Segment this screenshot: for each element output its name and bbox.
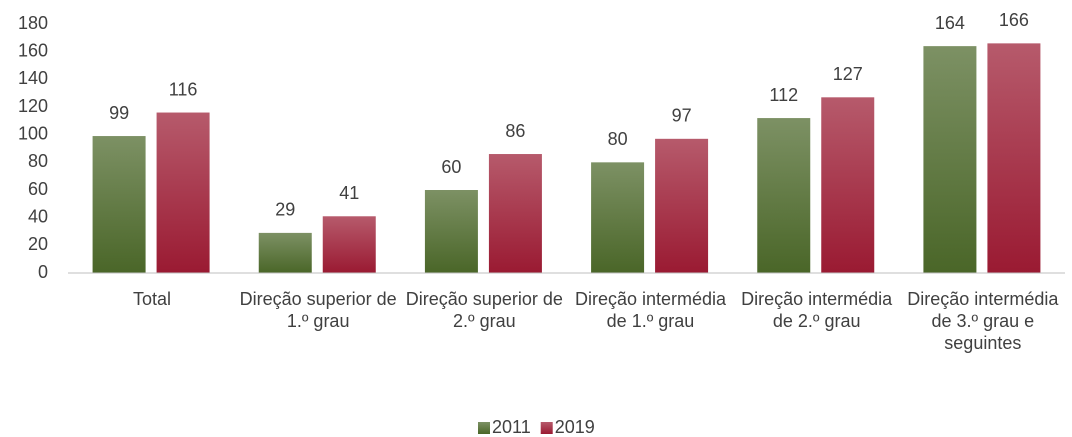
- x-tick-label: Direção intermédia de 1.º grau: [574, 289, 727, 331]
- legend-label: 2019: [555, 417, 595, 437]
- x-tick-label: Direção intermédia de 3.º grau e seguint…: [907, 289, 1059, 353]
- x-tick-label: Total: [132, 289, 172, 309]
- value-label: 116: [169, 79, 198, 99]
- y-tick-label: 180: [18, 13, 48, 33]
- y-tick-label: 80: [28, 151, 48, 171]
- value-label: 29: [275, 200, 295, 220]
- bar: [488, 154, 542, 273]
- x-tick-label: Direção superior de 1.º grau: [239, 289, 397, 331]
- value-label: 164: [935, 13, 965, 33]
- value-label: 41: [339, 183, 359, 203]
- y-tick-label: 20: [28, 234, 48, 254]
- y-tick-label: 120: [18, 96, 48, 116]
- bar: [591, 162, 645, 273]
- value-label: 99: [109, 103, 129, 123]
- bar: [424, 190, 478, 273]
- bar: [258, 232, 312, 273]
- legend-swatch: [540, 422, 553, 434]
- x-tick-label: Direção intermédia de 2.º grau: [741, 289, 893, 331]
- bar: [757, 118, 811, 273]
- bar: [821, 97, 875, 273]
- bar: [987, 43, 1041, 273]
- x-tick-label: Direção superior de 2.º grau: [405, 289, 563, 331]
- y-tick-label: 140: [18, 68, 48, 88]
- value-label: 80: [608, 129, 628, 149]
- value-label: 127: [833, 64, 863, 84]
- legend-swatch: [478, 422, 490, 434]
- bar: [92, 136, 146, 273]
- bar: [322, 216, 376, 273]
- value-label: 60: [441, 157, 461, 177]
- bar: [923, 46, 977, 274]
- y-tick-label: 0: [38, 262, 48, 282]
- y-tick-label: 160: [18, 40, 48, 60]
- y-tick-label: 60: [28, 179, 48, 199]
- value-label: 97: [672, 106, 692, 126]
- y-tick-label: 100: [18, 123, 48, 143]
- bar: [655, 138, 709, 273]
- legend-label: 2011: [492, 417, 531, 437]
- y-tick-label: 40: [28, 206, 48, 226]
- value-label: 112: [769, 85, 798, 105]
- bar: [156, 112, 210, 274]
- value-label: 166: [999, 10, 1029, 30]
- value-label: 86: [505, 121, 525, 141]
